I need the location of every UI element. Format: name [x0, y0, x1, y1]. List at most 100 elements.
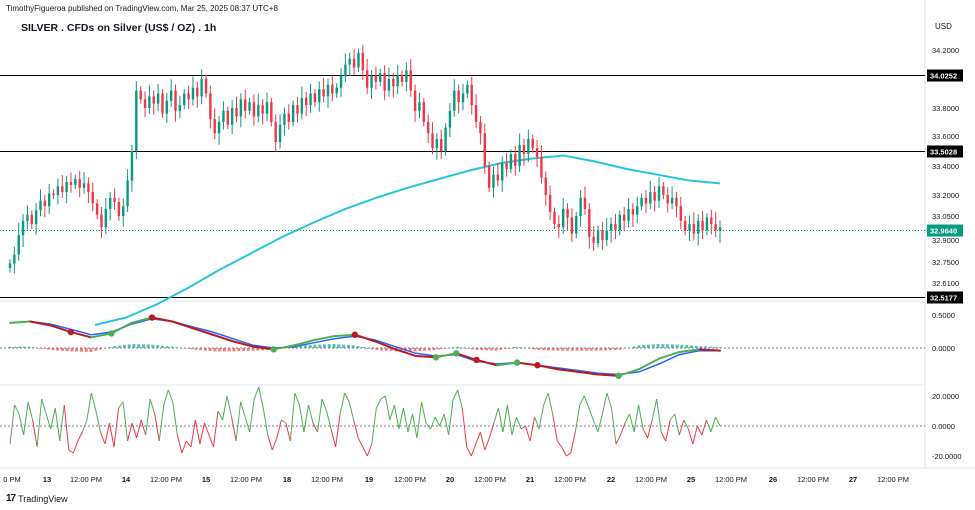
- oscillator-segment: [86, 392, 92, 421]
- macd-histogram-bar: [327, 344, 331, 348]
- macd-histogram-bar: [342, 344, 346, 348]
- oscillator-segment: [592, 419, 599, 433]
- time-axis-label: 0 PM: [3, 475, 21, 484]
- level-price-label: 34.0252: [930, 72, 957, 81]
- macd-histogram-bar: [27, 346, 31, 348]
- candle-body: [52, 193, 55, 195]
- oscillator-segment: [357, 437, 364, 448]
- signal-line-segment: [637, 357, 661, 371]
- oscillator-segment: [466, 446, 472, 457]
- macd-histogram-bar: [141, 344, 145, 348]
- macd-histogram-bar: [156, 345, 160, 348]
- candle-body: [570, 217, 574, 234]
- tradingview-brand[interactable]: 17 TradingView: [6, 493, 68, 504]
- signal-line-segment: [597, 373, 620, 377]
- oscillator-segment: [163, 389, 169, 406]
- oscillator-segment: [36, 398, 43, 448]
- candle-body: [370, 76, 373, 88]
- macd-histogram-bar: [623, 348, 627, 349]
- macd-histogram-bar: [256, 348, 260, 351]
- candle-body: [104, 209, 108, 228]
- macd-histogram-bar: [518, 347, 522, 348]
- macd-histogram-bar: [680, 344, 684, 348]
- signal-line-segment: [191, 327, 214, 336]
- candle-body: [13, 254, 16, 264]
- oscillator-segment: [226, 395, 233, 418]
- candle-body: [710, 217, 713, 224]
- candle-body: [117, 202, 121, 216]
- macd-histogram-bar: [180, 347, 184, 349]
- candle-body: [487, 166, 491, 188]
- oscillator-segment: [222, 395, 228, 421]
- time-axis-label: 12:00 PM: [635, 475, 667, 484]
- level-price-label: 33.5028: [930, 148, 957, 157]
- candle-body: [165, 100, 169, 114]
- crossover-dot: [67, 328, 75, 336]
- time-axis-label: 21: [526, 475, 534, 484]
- currency-label: USD: [935, 22, 952, 31]
- macd-histogram-bar: [51, 348, 55, 351]
- candle-body: [174, 90, 177, 111]
- candle-body: [222, 110, 225, 122]
- macd-histogram-bar: [241, 348, 245, 351]
- time-axis-label: 12:00 PM: [715, 475, 747, 484]
- macd-tick-label: 0.5000: [932, 311, 955, 320]
- candle-body: [387, 79, 391, 91]
- oscillator-segment: [68, 449, 74, 454]
- oscillator-segment: [583, 395, 590, 409]
- time-axis-label: 15: [202, 475, 210, 484]
- candle-body: [418, 102, 421, 111]
- oscillator-segment: [497, 407, 504, 433]
- signal-line-segment: [130, 316, 153, 324]
- candle-body: [122, 206, 125, 216]
- candle-body: [492, 174, 495, 188]
- oscillator-segment: [122, 401, 129, 442]
- macd-histogram-bar: [651, 344, 655, 348]
- oscillator-segment: [131, 422, 138, 439]
- macd-histogram-bar: [408, 348, 412, 352]
- macd-histogram-bar: [232, 348, 236, 352]
- macd-histogram-bar: [494, 348, 498, 351]
- macd-histogram-bar: [389, 348, 393, 352]
- price-tick-label: 33.6000: [932, 132, 959, 141]
- time-axis-label: 12:00 PM: [150, 475, 182, 484]
- oscillator-segment: [624, 413, 631, 424]
- candle-body: [501, 163, 504, 181]
- macd-histogram-bar: [704, 346, 708, 348]
- macd-histogram-bar: [8, 346, 12, 348]
- candle-body: [474, 105, 478, 122]
- candle-body: [431, 133, 434, 148]
- candle-body: [505, 163, 508, 169]
- candle-body: [692, 224, 696, 234]
- candle-body: [169, 90, 173, 101]
- candle-body: [204, 79, 208, 94]
- candle-body: [392, 79, 395, 87]
- macd-histogram-bar: [160, 345, 164, 348]
- candle-body: [522, 145, 526, 154]
- signal-line-segment: [151, 316, 174, 323]
- candle-body: [527, 139, 530, 154]
- oscillator-segment: [32, 419, 38, 448]
- signal-line-segment: [495, 361, 519, 367]
- time-axis-label: 27: [849, 475, 857, 484]
- candle-body: [365, 70, 369, 88]
- candle-body: [579, 197, 582, 216]
- candle-body: [670, 197, 674, 204]
- macd-histogram-bar: [303, 345, 307, 348]
- oscillator-segment: [665, 419, 671, 442]
- candle-body: [483, 133, 486, 166]
- oscillator-segment: [185, 440, 192, 448]
- macd-histogram-bar: [489, 348, 493, 351]
- time-axis-label: 12:00 PM: [474, 475, 506, 484]
- oscillator-segment: [90, 392, 97, 412]
- candle-body: [313, 93, 317, 103]
- candle-body: [444, 127, 447, 151]
- macd-histogram-bar: [537, 348, 541, 351]
- candle-body: [34, 210, 38, 224]
- oscillator-segment: [601, 392, 608, 415]
- oscillator-segment: [421, 401, 427, 424]
- oscillator-segment: [104, 422, 110, 445]
- oscillator-segment: [258, 386, 264, 409]
- candle-body: [61, 186, 64, 193]
